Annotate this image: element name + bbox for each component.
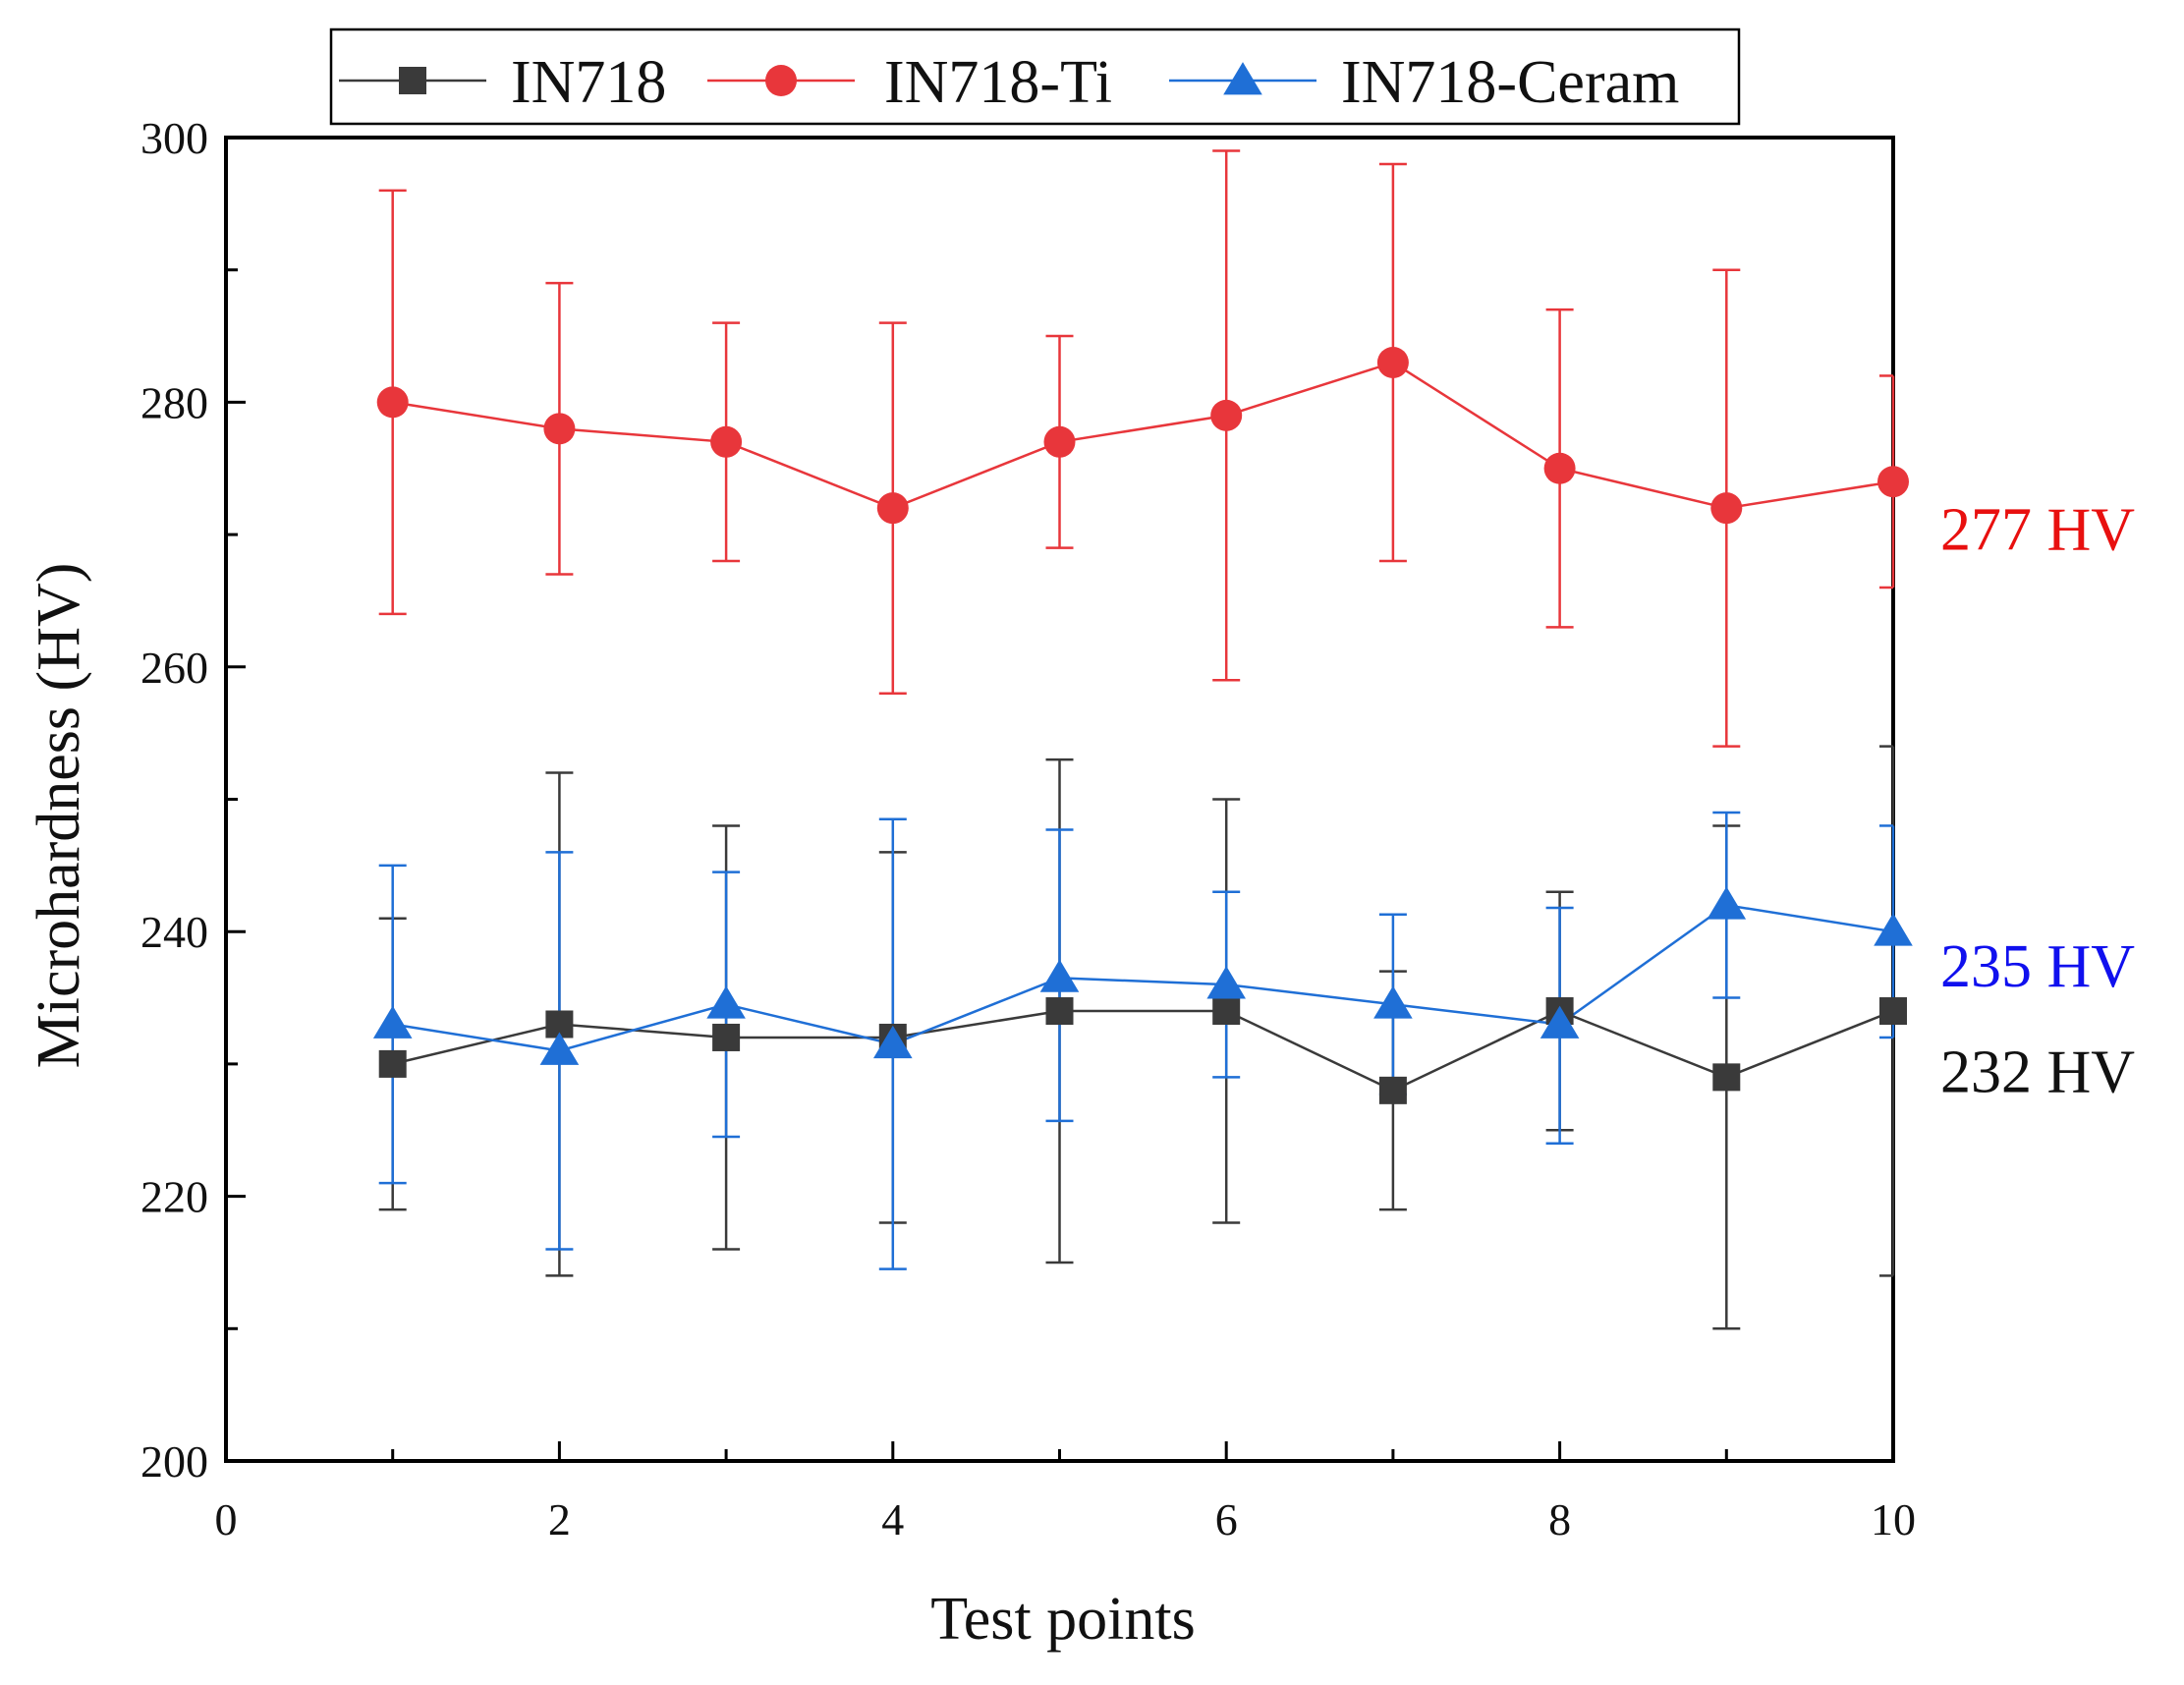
series-line-IN718-Ti [392, 361, 1894, 510]
annotation-label: 235 HV [1940, 933, 2135, 1000]
data-point-IN718-Ti [1210, 399, 1243, 431]
data-point-IN718-Ti [876, 492, 909, 525]
data-point-IN718-Ti [1543, 452, 1576, 484]
annotation-label: 232 HV [1940, 1039, 2135, 1106]
y-axis-label: Microhardness (HV) [26, 563, 92, 1069]
x-tick-label: 6 [1215, 1494, 1238, 1545]
x-tick-label: 8 [1548, 1494, 1571, 1545]
legend-marker [1223, 62, 1262, 95]
legend-label: IN718 [511, 49, 666, 116]
legend-marker [765, 65, 797, 96]
y-tick-label: 260 [140, 643, 208, 693]
data-point-IN718-Ti [1376, 346, 1409, 378]
x-tick-label: 0 [215, 1494, 238, 1545]
legend-box [329, 28, 1741, 126]
data-point-IN718-Ceram [372, 1005, 413, 1039]
data-point-IN718-Ceram [1039, 959, 1080, 992]
data-point-IN718 [712, 1023, 741, 1051]
y-tick-label: 220 [140, 1172, 208, 1222]
y-tick-label: 200 [140, 1436, 208, 1487]
series-line-IN718-Ceram [392, 903, 1894, 1052]
data-point-IN718-Ceram [1373, 985, 1413, 1019]
data-point-IN718 [1212, 997, 1241, 1026]
series-line-IN718 [392, 1009, 1894, 1093]
data-point-IN718-Ti [710, 425, 743, 458]
data-point-IN718-Ceram [706, 985, 746, 1019]
data-point-IN718 [1045, 997, 1074, 1026]
data-point-IN718-Ceram [1540, 1005, 1580, 1039]
y-tick-label: 280 [140, 377, 208, 427]
data-point-IN718-Ceram [1206, 966, 1246, 999]
legend-marker [399, 67, 426, 94]
data-point-IN718 [1378, 1076, 1407, 1104]
x-tick-label: 4 [881, 1494, 904, 1545]
data-point-IN718-Ceram [873, 1025, 913, 1059]
data-point-IN718-Ti [376, 386, 409, 419]
legend-label: IN718-Ti [884, 49, 1112, 116]
data-point-IN718-Ti [1043, 425, 1076, 458]
data-point-IN718-Ceram [1874, 913, 1913, 946]
data-point-IN718-Ti [1710, 492, 1743, 525]
x-tick-label: 2 [548, 1494, 571, 1545]
data-point-IN718 [1712, 1063, 1741, 1092]
data-point-IN718-Ceram [1707, 886, 1747, 920]
data-point-IN718-Ceram [539, 1032, 580, 1065]
x-axis-label: Test points [930, 1586, 1196, 1653]
data-point-IN718 [1879, 997, 1907, 1026]
data-point-IN718-Ti [543, 413, 576, 445]
data-point-IN718 [378, 1049, 407, 1078]
x-tick-label: 10 [1871, 1494, 1916, 1545]
y-tick-label: 300 [140, 113, 208, 163]
legend-label: IN718-Ceram [1341, 49, 1679, 116]
y-tick-label: 240 [140, 907, 208, 957]
annotation-label: 277 HV [1940, 496, 2135, 563]
data-point-IN718-Ti [1877, 466, 1909, 498]
